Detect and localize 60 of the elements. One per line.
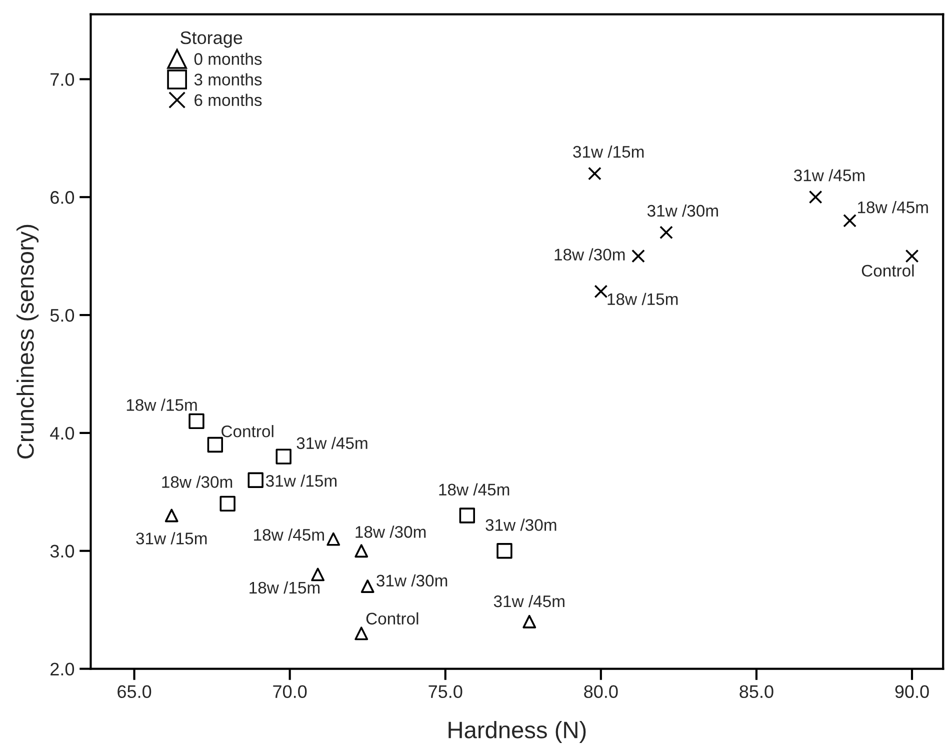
annotation: Control xyxy=(222,425,274,438)
x-tick-label: 70.0 xyxy=(273,685,307,698)
annotation: 18w /45m xyxy=(858,200,928,214)
annotation: Control xyxy=(366,612,418,625)
x-tick-label: 65.0 xyxy=(118,685,152,698)
annotation: 18w /30m xyxy=(356,526,426,538)
annotation: 31w /15m xyxy=(266,474,336,487)
annotation: 31w /30m xyxy=(647,204,718,217)
annotation: 18w /30m xyxy=(162,476,232,488)
annotation: 18w /45m xyxy=(439,483,510,496)
point xyxy=(594,284,608,298)
annotation: Control xyxy=(862,264,914,277)
y-tick-label: 7.0 xyxy=(50,73,74,86)
point xyxy=(354,626,368,640)
annotation: 31w /30m xyxy=(486,518,556,531)
y-tick-label: 4.0 xyxy=(50,426,74,440)
annotation: 18w /30m xyxy=(554,248,625,261)
annotation: 31w /15m xyxy=(136,532,207,544)
y-tick-label: 3.0 xyxy=(50,544,74,558)
legend-label: 6 months xyxy=(194,94,262,106)
annotation: 18w /15m xyxy=(126,398,197,411)
point xyxy=(522,614,536,628)
x-axis-title: Hardness (N) xyxy=(448,721,586,744)
y-axis-title: Crunchiness (sensory) xyxy=(16,224,39,458)
point xyxy=(632,249,645,263)
x-tick-label: 80.0 xyxy=(584,685,618,698)
annotation: 31w /45m xyxy=(296,436,368,450)
point xyxy=(326,532,340,546)
point xyxy=(188,413,204,430)
annotation: 31w /45m xyxy=(794,169,864,182)
point xyxy=(459,508,475,524)
point xyxy=(276,448,292,464)
annotation: 18w /15m xyxy=(608,292,678,306)
annotation: 18w /15m xyxy=(250,581,320,594)
point xyxy=(496,543,512,559)
point xyxy=(660,226,673,240)
point xyxy=(588,166,602,180)
x-tick-label: 90.0 xyxy=(895,685,929,698)
legend-label: 3 months xyxy=(194,73,262,86)
point xyxy=(248,472,264,488)
point xyxy=(808,190,822,204)
point xyxy=(164,508,178,522)
legend-label: 0 months xyxy=(194,52,262,65)
x-tick-label: 75.0 xyxy=(428,685,462,698)
annotation: 31w /30m xyxy=(376,574,448,587)
legend-title: Storage xyxy=(180,31,242,48)
point xyxy=(220,496,236,512)
y-tick-label: 6.0 xyxy=(50,191,74,204)
point xyxy=(360,580,374,593)
annotation: 31w /15m xyxy=(573,145,644,158)
point xyxy=(311,568,325,582)
point xyxy=(354,544,368,558)
annotation: 31w /45m xyxy=(494,594,564,608)
point xyxy=(905,249,919,263)
annotation: 18w /45m xyxy=(254,528,324,541)
point xyxy=(843,214,856,228)
point xyxy=(207,436,224,453)
x-tick-label: 85.0 xyxy=(740,685,774,698)
y-tick-label: 2.0 xyxy=(50,662,74,676)
y-tick-label: 5.0 xyxy=(50,308,74,322)
